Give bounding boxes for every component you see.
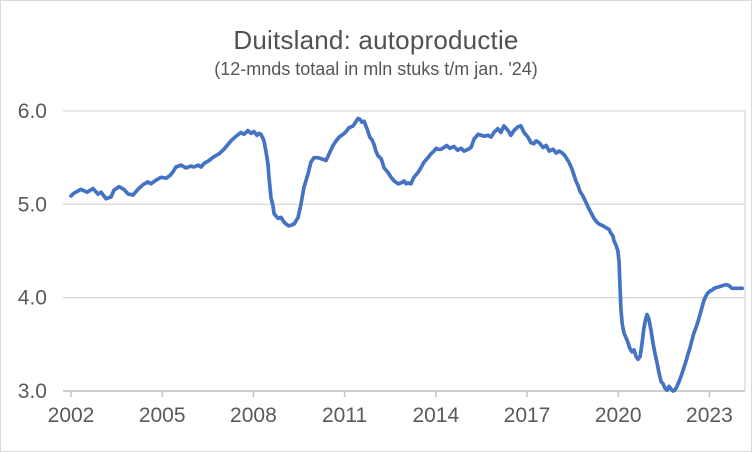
chart-title: Duitsland: autoproductie <box>233 25 519 55</box>
x-axis-tick-label: 2005 <box>139 404 186 427</box>
y-axis-tick-label: 5.0 <box>18 193 47 216</box>
x-axis-tick-label: 2011 <box>322 404 367 427</box>
production-line-series <box>69 116 745 393</box>
x-axis-tick-label: 2008 <box>230 404 277 427</box>
y-axis-tick-label: 4.0 <box>18 287 47 310</box>
chart-subtitle: (12-mnds totaal in mln stuks t/m jan. '2… <box>214 59 538 79</box>
x-axis-tick-label: 2014 <box>412 404 459 427</box>
x-axis-tick-label: 2023 <box>686 404 733 427</box>
x-axis-tick-label: 2020 <box>595 404 642 427</box>
x-axis-tick-label: 2017 <box>504 404 551 427</box>
x-axis-tick-label: 2002 <box>48 404 95 427</box>
y-axis-tick-label: 3.0 <box>18 380 47 403</box>
y-axis-tick-label: 6.0 <box>18 100 47 123</box>
